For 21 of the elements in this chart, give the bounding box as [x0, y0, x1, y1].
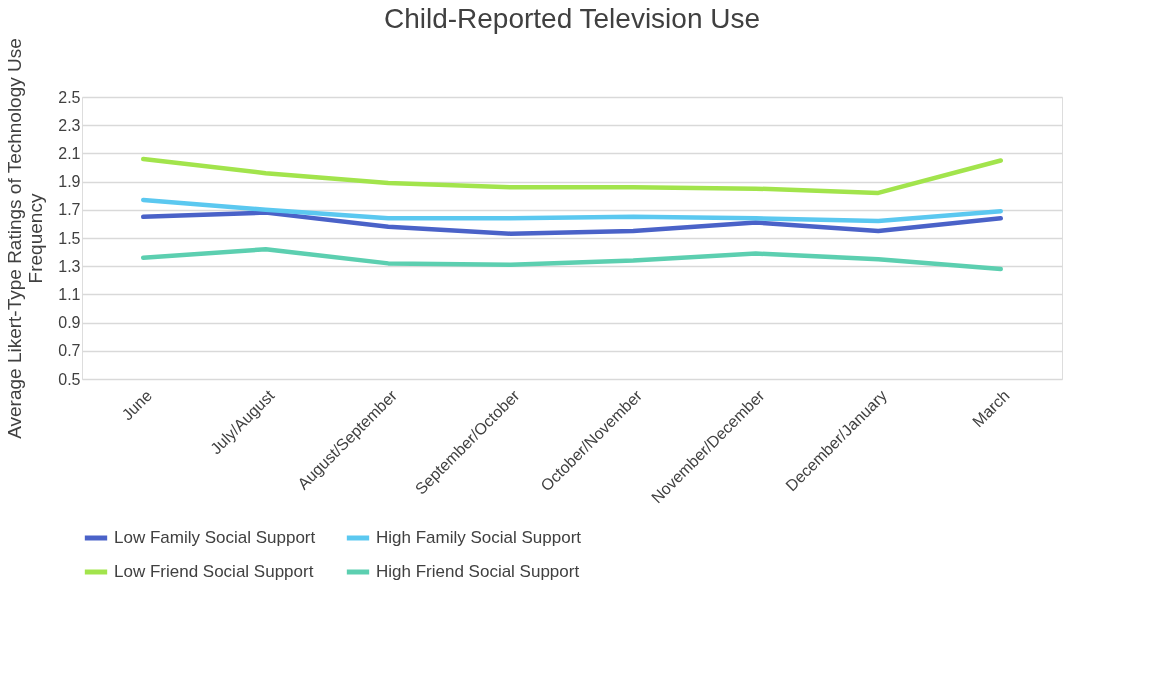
- line-series: [141, 156, 1003, 196]
- y-tick-label: 1.3: [58, 257, 81, 275]
- y-tick-label: 1.9: [58, 173, 81, 191]
- line-series: [141, 210, 1003, 237]
- y-tick-label: 2.1: [58, 144, 81, 162]
- line-series: [141, 197, 1003, 224]
- y-tick-label: 0.7: [58, 342, 81, 360]
- legend-label: High Friend Social Support: [376, 562, 580, 581]
- chart-title: Child-Reported Television Use: [383, 2, 761, 34]
- y-tick-label: 2.3: [58, 116, 81, 134]
- y-tick-label: 1.1: [58, 285, 81, 303]
- legend-label: Low Friend Social Support: [114, 562, 314, 581]
- y-tick-label: 1.7: [58, 201, 81, 219]
- y-tick-label: 2.5: [58, 88, 81, 106]
- y-tick-label: 0.5: [58, 370, 81, 388]
- line-series: [141, 247, 1003, 272]
- y-axis-title: Average Likert-Type Ratings of Technology Use Frequency: [4, 38, 47, 439]
- legend-label: High Family Social Support: [376, 528, 582, 547]
- y-tick-label: 0.9: [58, 314, 81, 332]
- legend-label: Low Family Social Support: [114, 528, 316, 547]
- y-tick-label: 1.5: [58, 229, 81, 247]
